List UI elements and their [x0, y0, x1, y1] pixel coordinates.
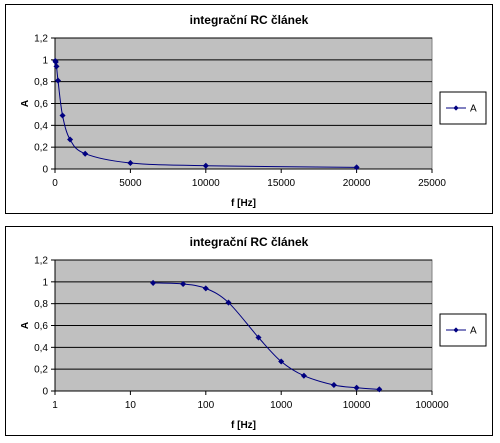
data-point — [330, 381, 337, 389]
data-point — [67, 136, 74, 143]
x-tick-label: 100 — [197, 400, 214, 411]
chart-title: integrační RC článek — [190, 13, 309, 27]
y-tick-label: 0,6 — [34, 321, 48, 332]
x-tick-label: 15000 — [267, 178, 295, 189]
data-point — [180, 280, 187, 288]
data-point — [150, 279, 157, 286]
y-tick-label: 1 — [42, 277, 48, 288]
y-tick-label: 0,6 — [34, 99, 48, 110]
x-tick-label: 0 — [52, 178, 58, 189]
y-tick-label: 0 — [42, 165, 48, 176]
chart-title: integrační RC článek — [190, 235, 309, 249]
chart-linear-svg: integrační RC článek 0 0,2 0,4 0,6 0,8 1 1,2 0 50… — [20, 13, 487, 209]
chart-log-svg: integrační RC článek 0 0,2 0,4 0,6 0,8 1 1,2 1 10… — [20, 235, 487, 431]
data-point — [278, 358, 285, 365]
data-point — [353, 384, 360, 391]
y-tick-label: 0,4 — [34, 343, 48, 354]
chart-log: integrační RC článek 0 0,2 0,4 0,6 0,8 1 1,2 1 10… — [5, 226, 493, 436]
y-tick-label: 0,8 — [34, 77, 48, 88]
x-axis-title: f [Hz] — [231, 420, 256, 431]
y-axis-title: A — [20, 322, 31, 329]
x-tick-label: 10000 — [343, 400, 371, 411]
y-tick-label: 1,2 — [34, 34, 48, 45]
chart-linear: integrační RC článek 0 0,2 0,4 0,6 0,8 1 1,2 0 50… — [5, 4, 493, 214]
x-tick-label: 10 — [125, 400, 137, 411]
y-tick-label: 0 — [42, 387, 48, 398]
x-axis-title: f [Hz] — [231, 198, 256, 209]
legend-label: A — [470, 104, 477, 115]
series-line — [153, 282, 380, 390]
data-point — [54, 77, 62, 84]
x-tick-label: 25000 — [418, 178, 446, 189]
data-point — [202, 285, 209, 292]
y-tick-label: 1 — [42, 55, 48, 66]
data-point — [82, 150, 89, 157]
y-axis-title: A — [20, 100, 31, 107]
y-tick-label: 0,2 — [34, 365, 48, 376]
data-point — [225, 299, 232, 306]
data-point — [127, 159, 134, 167]
legend-marker — [453, 105, 459, 111]
x-tick-label: 100000 — [415, 400, 449, 411]
data-point — [53, 63, 60, 70]
data-point — [376, 386, 383, 393]
y-tick-label: 0,8 — [34, 299, 48, 310]
y-tick-label: 0,2 — [34, 143, 48, 154]
data-point — [353, 164, 360, 171]
x-tick-label: 5000 — [119, 178, 142, 189]
data-point — [202, 162, 209, 169]
data-point — [59, 112, 66, 119]
data-point — [255, 334, 262, 341]
x-tick-label: 1 — [52, 400, 58, 411]
legend-marker — [453, 327, 459, 333]
y-tick-label: 0,4 — [34, 121, 48, 132]
data-point — [300, 372, 307, 379]
legend-label: A — [470, 326, 477, 337]
x-tick-label: 1000 — [270, 400, 293, 411]
x-tick-label: 20000 — [343, 178, 371, 189]
y-tick-label: 1,2 — [34, 256, 48, 267]
x-tick-label: 10000 — [192, 178, 220, 189]
